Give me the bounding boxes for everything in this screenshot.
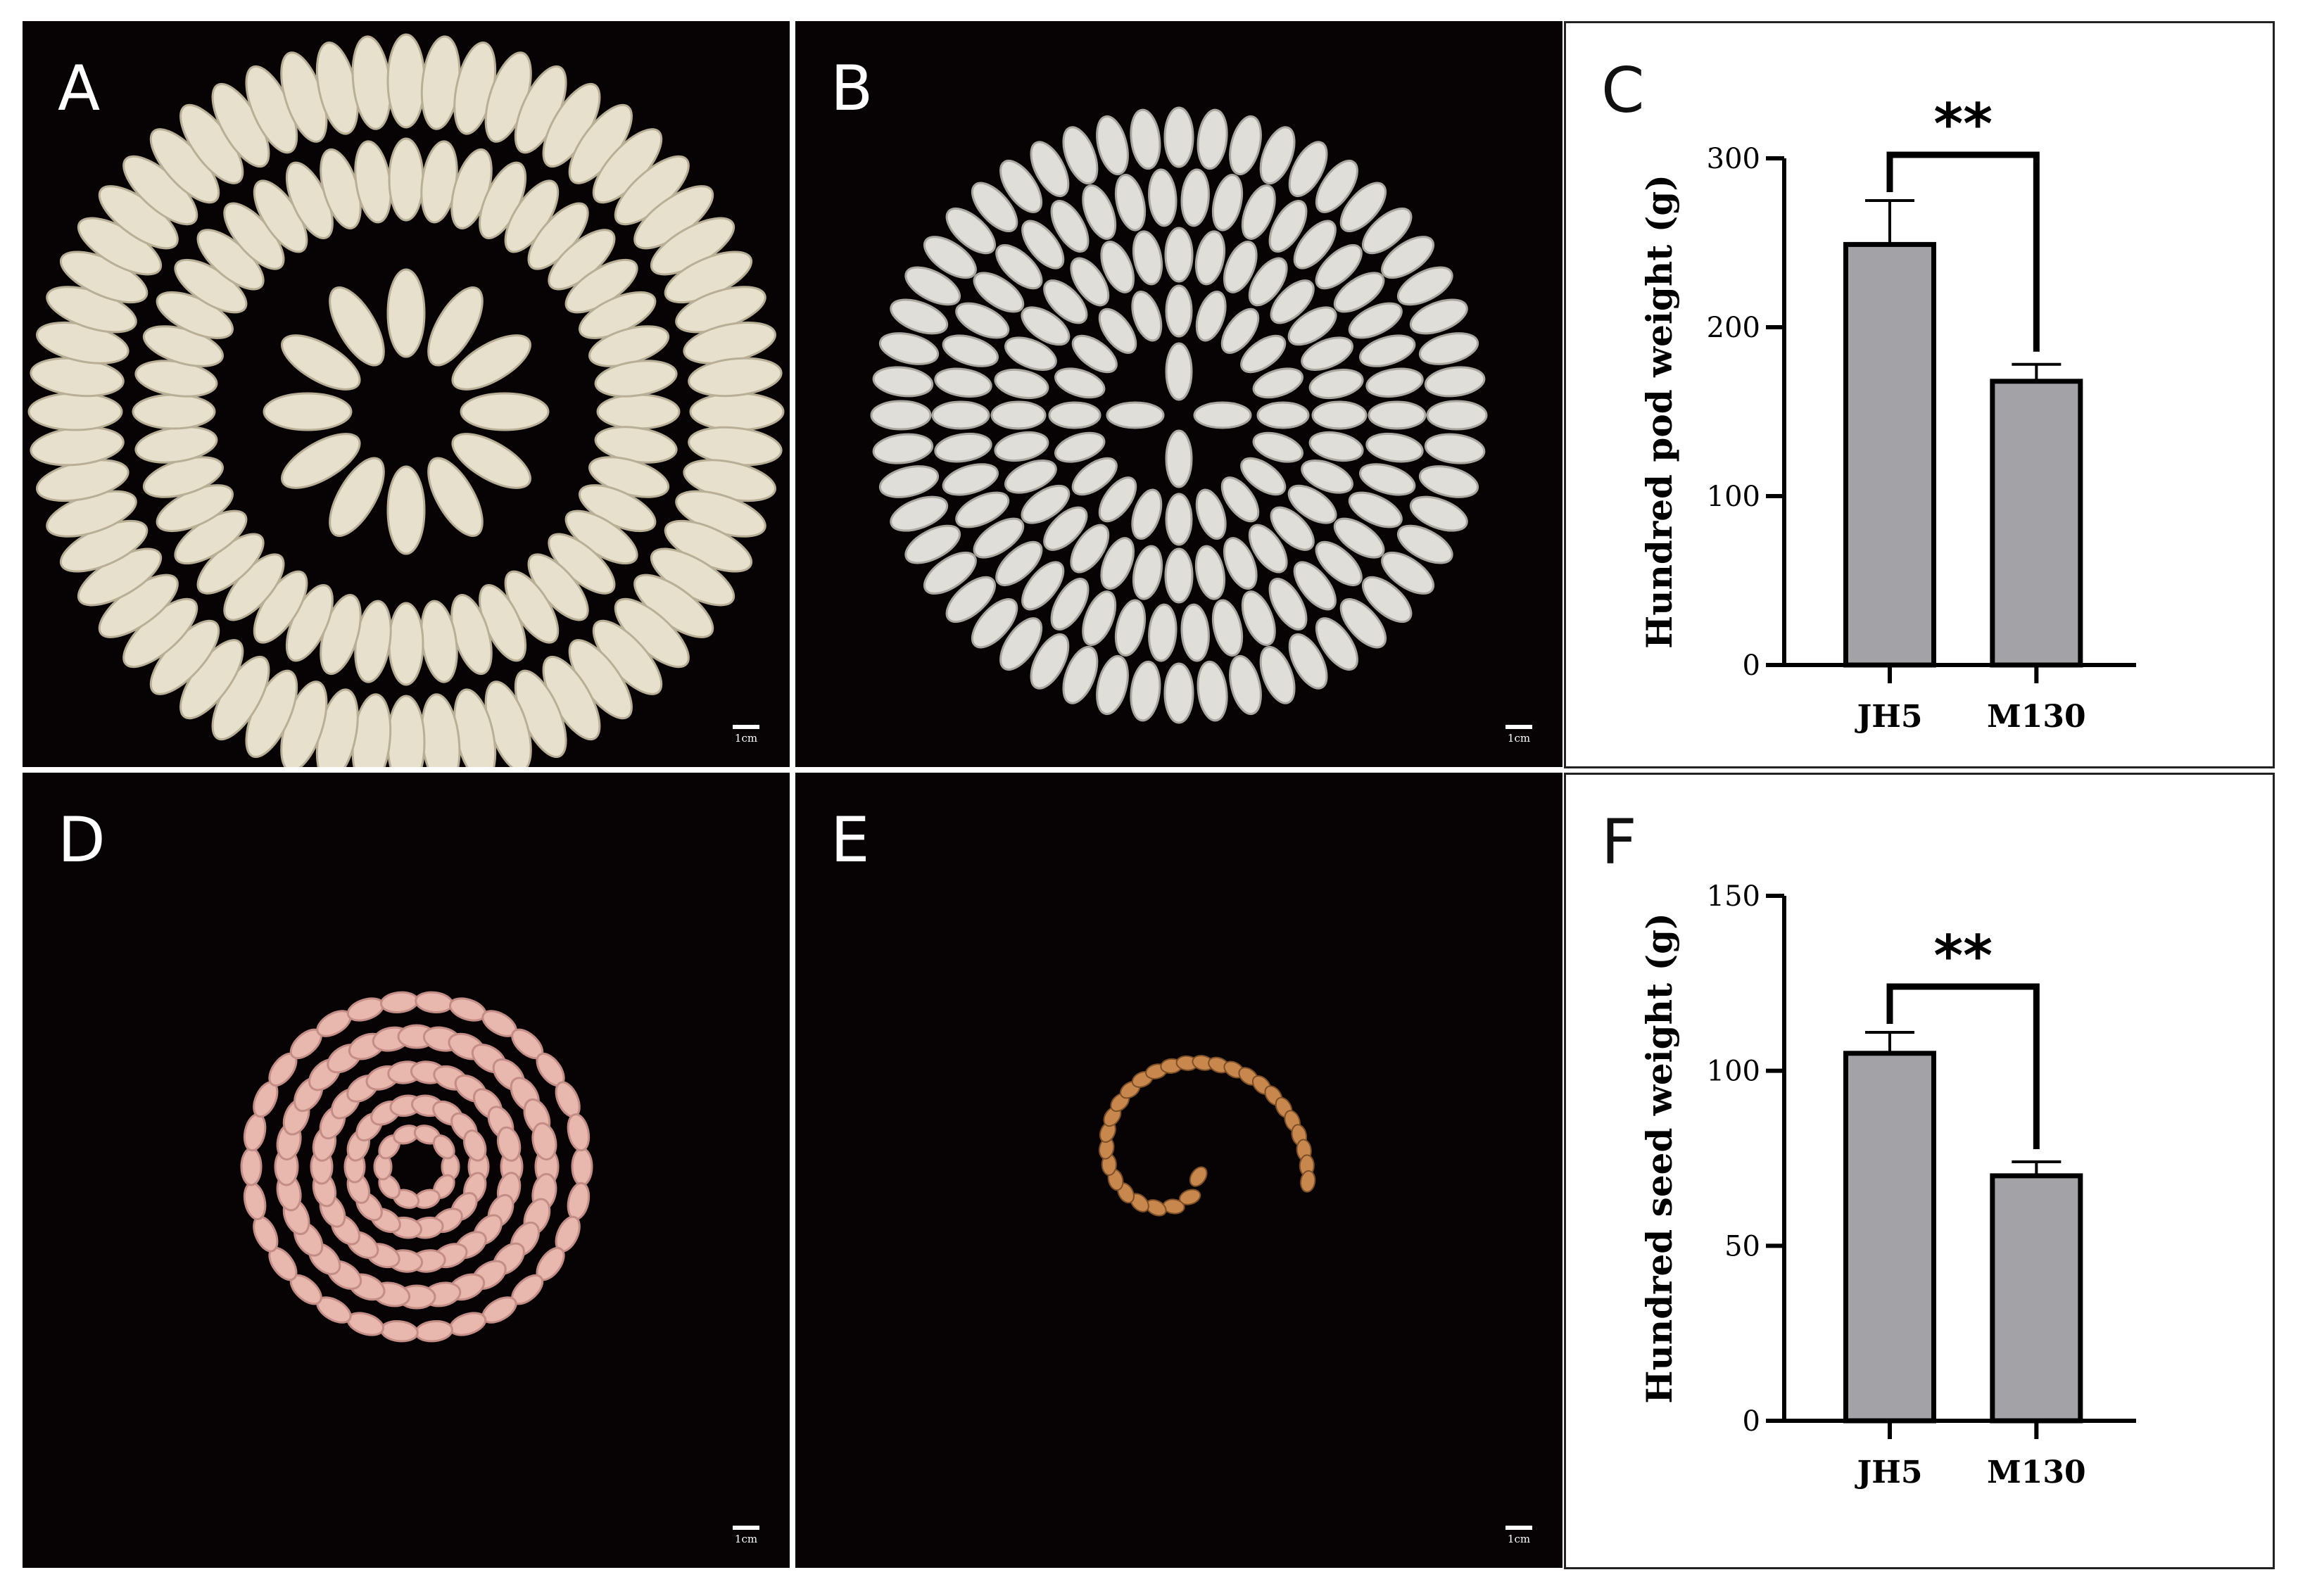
chart-axes: 0 50 100 150 <box>1707 880 2136 1438</box>
significance-bracket: ** <box>1886 91 2040 352</box>
seed-ring-4 <box>343 1094 490 1239</box>
pods-arrangement-a <box>27 33 785 767</box>
pod-weight-bar-chart: 0 100 200 300 Hundred pod weight (g) JH5 M130 *… <box>1639 91 2136 735</box>
seeds-arrangement-e <box>1098 1055 1316 1217</box>
y-tick-label: 200 <box>1707 312 1760 344</box>
scale-bar-label: 1cm <box>734 732 758 745</box>
bar-jh5 <box>1843 241 1936 668</box>
pod-ring-3 <box>990 227 1368 604</box>
scale-bar: 1cm <box>1505 725 1533 745</box>
scale-bar: 1cm <box>732 1526 760 1545</box>
seed-ring-3 <box>310 1060 524 1273</box>
scale-bar-label: 1cm <box>734 1533 758 1545</box>
panel-label: B <box>831 52 873 125</box>
seed-ring-1 <box>240 991 593 1343</box>
seed-ring-5 <box>373 1125 460 1209</box>
y-tick-label: 0 <box>1743 650 1760 682</box>
middle-pod-ring <box>132 137 681 686</box>
bar-m130 <box>1990 1173 2083 1424</box>
pods-arrangement-b <box>870 106 1488 724</box>
y-tick-label: 100 <box>1707 1056 1760 1088</box>
panel-label: A <box>58 52 101 125</box>
y-tick-label: 300 <box>1707 143 1760 175</box>
y-tick-label: 50 <box>1724 1230 1760 1262</box>
y-tick-label: 150 <box>1707 880 1760 913</box>
panel-b-pods-photo: B 1cm <box>795 21 1562 767</box>
panel-label: C <box>1601 54 1645 127</box>
seed-weight-bar-chart: 0 50 100 150 Hundred seed weight (g) JH5 M130 *… <box>1639 880 2136 1490</box>
bracket-line <box>1886 151 2040 352</box>
scale-bar: 1cm <box>1505 1526 1533 1545</box>
y-tick-label: 100 <box>1707 481 1760 513</box>
y-axis-label: Hundred pod weight (g) <box>1639 175 1680 649</box>
significance-stars: ** <box>1933 91 1993 157</box>
pod-ring-1 <box>870 106 1488 724</box>
panel-e-seeds-photo: E 1cm <box>795 773 1562 1568</box>
scale-bar: 1cm <box>732 725 760 745</box>
pod-ring-2 <box>931 168 1427 662</box>
y-axis-label: Hundred seed weight (g) <box>1639 913 1680 1404</box>
significance-bracket: ** <box>1886 923 2040 1149</box>
seed-ring-2 <box>274 1024 560 1310</box>
seed-spiral <box>1098 1055 1316 1217</box>
x-tick-label: M130 <box>1987 1455 2086 1490</box>
scale-bar-label: 1cm <box>1507 1533 1531 1545</box>
bar-jh5 <box>1843 1051 1936 1424</box>
bar-m130 <box>1990 379 2083 668</box>
panel-c-pod-weight-chart: 0 100 200 300 Hundred pod weight (g) JH5 M130 *… <box>1564 21 2275 768</box>
bracket-line <box>1886 983 2040 1149</box>
seeds-arrangement-d <box>240 991 593 1343</box>
pod-center <box>1106 342 1252 488</box>
panel-label: D <box>58 804 106 876</box>
panel-d-seeds-photo: D 1cm <box>23 773 790 1568</box>
significance-stars: ** <box>1933 923 1993 989</box>
panel-label: E <box>831 804 870 876</box>
x-tick-label: M130 <box>1987 699 2086 735</box>
x-tick-label: JH5 <box>1854 1455 1922 1490</box>
scale-bar-label: 1cm <box>1507 732 1531 745</box>
panel-f-seed-weight-chart: 0 50 100 150 Hundred seed weight (g) JH5 M130 *… <box>1564 773 2275 1569</box>
inner-pod-ring <box>263 268 550 555</box>
x-tick-label: JH5 <box>1854 699 1922 735</box>
panel-label: F <box>1601 806 1637 878</box>
y-tick-label: 0 <box>1743 1405 1760 1438</box>
panel-a-pods-photo: A 1cm <box>23 21 790 767</box>
pod-ring-4 <box>1048 284 1310 546</box>
outer-pod-ring <box>27 33 785 767</box>
